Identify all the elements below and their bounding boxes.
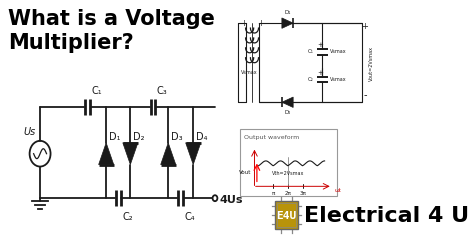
FancyBboxPatch shape — [275, 201, 298, 229]
Text: -: - — [363, 90, 367, 100]
Text: D₁: D₁ — [109, 131, 120, 141]
Text: Multiplier?: Multiplier? — [8, 33, 134, 53]
Text: D₁: D₁ — [284, 10, 291, 15]
Text: +: + — [317, 42, 323, 48]
Polygon shape — [282, 98, 293, 108]
Text: C₁: C₁ — [91, 86, 102, 96]
Text: C₄: C₄ — [184, 211, 195, 221]
Text: Vsmax: Vsmax — [240, 69, 257, 74]
Text: Electrical 4 U: Electrical 4 U — [304, 205, 470, 225]
Polygon shape — [186, 143, 201, 165]
Text: ωt: ωt — [334, 187, 341, 193]
Polygon shape — [123, 143, 138, 165]
Text: +: + — [240, 19, 246, 28]
Text: +: + — [257, 19, 264, 28]
Text: 4Us: 4Us — [220, 194, 243, 204]
Text: Vsmax: Vsmax — [330, 49, 347, 54]
Text: C₂: C₂ — [308, 76, 314, 81]
Text: +: + — [317, 69, 323, 75]
Text: C₃: C₃ — [157, 86, 168, 96]
Circle shape — [212, 196, 218, 201]
Bar — [240, 130, 337, 197]
Text: D₃: D₃ — [171, 131, 182, 141]
Text: π: π — [272, 191, 275, 196]
Text: D₂: D₂ — [284, 110, 291, 115]
Text: Vsmax: Vsmax — [330, 76, 347, 81]
Text: Vout: Vout — [238, 169, 251, 174]
Text: What is a Voltage: What is a Voltage — [8, 9, 215, 29]
Text: Us: Us — [24, 127, 36, 136]
Text: Output waveform: Output waveform — [244, 134, 299, 139]
Text: 3π: 3π — [299, 191, 306, 196]
Text: C₂: C₂ — [122, 211, 133, 221]
Polygon shape — [99, 143, 114, 165]
Text: D₄: D₄ — [196, 131, 207, 141]
Text: 2π: 2π — [284, 191, 292, 196]
Polygon shape — [282, 19, 293, 29]
Text: D₂: D₂ — [133, 131, 144, 141]
Polygon shape — [161, 143, 176, 165]
Text: Vth=2Vsmax: Vth=2Vsmax — [272, 171, 304, 176]
Text: E4U: E4U — [277, 210, 297, 220]
Text: C₁: C₁ — [308, 49, 314, 54]
Text: +: + — [362, 22, 368, 31]
Text: Vout=2Vsmax: Vout=2Vsmax — [369, 46, 374, 81]
